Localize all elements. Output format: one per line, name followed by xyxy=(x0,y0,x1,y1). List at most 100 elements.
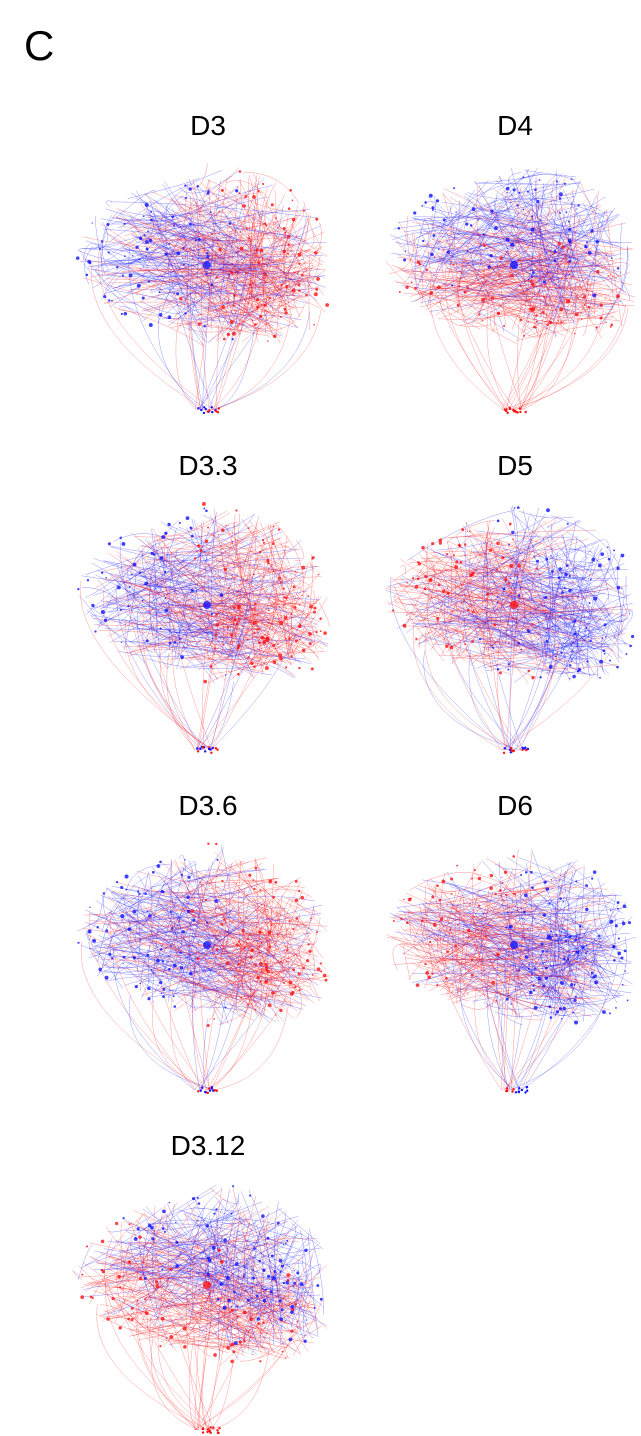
node xyxy=(237,1316,239,1318)
node xyxy=(253,888,255,890)
edge xyxy=(211,573,284,750)
node xyxy=(259,1360,261,1362)
node xyxy=(569,241,571,243)
node xyxy=(244,195,247,198)
node xyxy=(213,1018,215,1020)
network xyxy=(77,843,330,1094)
node xyxy=(412,577,414,579)
node xyxy=(243,1273,244,1274)
node xyxy=(137,1301,138,1302)
node xyxy=(200,409,202,411)
node xyxy=(252,320,253,321)
node xyxy=(134,1237,138,1241)
node xyxy=(421,920,424,923)
node xyxy=(471,959,473,961)
node xyxy=(240,997,242,999)
node xyxy=(511,1090,513,1092)
node xyxy=(287,1279,290,1282)
node xyxy=(127,605,129,607)
node xyxy=(492,647,494,649)
node xyxy=(461,528,464,531)
edge xyxy=(217,867,309,952)
node xyxy=(117,586,121,590)
node xyxy=(478,877,481,880)
node xyxy=(302,648,306,652)
node xyxy=(206,922,208,924)
node xyxy=(135,246,138,249)
panel-title: D5 xyxy=(497,450,533,481)
node xyxy=(499,256,503,260)
node xyxy=(204,750,206,752)
node xyxy=(241,929,244,932)
node xyxy=(576,959,577,960)
node xyxy=(253,632,255,634)
node xyxy=(284,232,286,234)
node xyxy=(212,747,214,749)
node xyxy=(604,653,606,655)
node xyxy=(307,943,309,945)
node xyxy=(256,1284,257,1285)
node xyxy=(292,992,294,994)
node xyxy=(205,540,208,543)
node xyxy=(429,194,433,198)
node xyxy=(119,1286,121,1288)
node xyxy=(104,619,107,622)
node xyxy=(489,886,493,890)
node xyxy=(562,901,564,903)
node xyxy=(551,570,554,573)
node xyxy=(534,188,537,191)
node xyxy=(259,952,261,954)
node xyxy=(495,1000,497,1002)
node xyxy=(262,1269,265,1272)
node xyxy=(470,224,472,226)
node xyxy=(616,666,619,669)
node xyxy=(557,270,559,272)
node xyxy=(132,255,133,256)
node xyxy=(179,297,183,301)
node xyxy=(207,526,209,528)
node xyxy=(265,1288,267,1290)
node xyxy=(501,556,504,559)
node xyxy=(457,304,460,307)
node xyxy=(431,206,434,209)
node xyxy=(607,275,609,277)
node xyxy=(429,578,433,582)
node xyxy=(262,1321,265,1324)
node xyxy=(116,881,118,883)
node xyxy=(156,958,160,962)
node xyxy=(221,529,224,532)
node xyxy=(564,183,566,185)
node xyxy=(314,1307,316,1309)
node xyxy=(439,899,442,902)
node xyxy=(267,1237,270,1240)
node xyxy=(142,600,144,602)
node xyxy=(199,1289,201,1291)
node xyxy=(103,892,105,894)
node xyxy=(122,274,124,276)
node xyxy=(544,881,547,884)
node xyxy=(203,1281,211,1289)
edge xyxy=(469,650,514,750)
node xyxy=(187,910,190,913)
node xyxy=(445,644,449,648)
node xyxy=(512,855,515,858)
node xyxy=(254,603,256,605)
node xyxy=(306,1320,307,1321)
node xyxy=(248,527,250,529)
node xyxy=(598,935,600,937)
node xyxy=(524,1091,526,1093)
node xyxy=(581,946,584,949)
node xyxy=(550,656,551,657)
node xyxy=(288,637,291,640)
node xyxy=(490,210,493,213)
node xyxy=(271,203,274,206)
node xyxy=(308,632,310,634)
edge xyxy=(506,1015,522,1090)
node xyxy=(275,1014,276,1015)
node xyxy=(280,316,282,318)
node xyxy=(139,1277,143,1281)
node xyxy=(464,543,467,546)
node xyxy=(436,984,438,986)
node xyxy=(497,596,499,598)
node xyxy=(259,962,263,966)
